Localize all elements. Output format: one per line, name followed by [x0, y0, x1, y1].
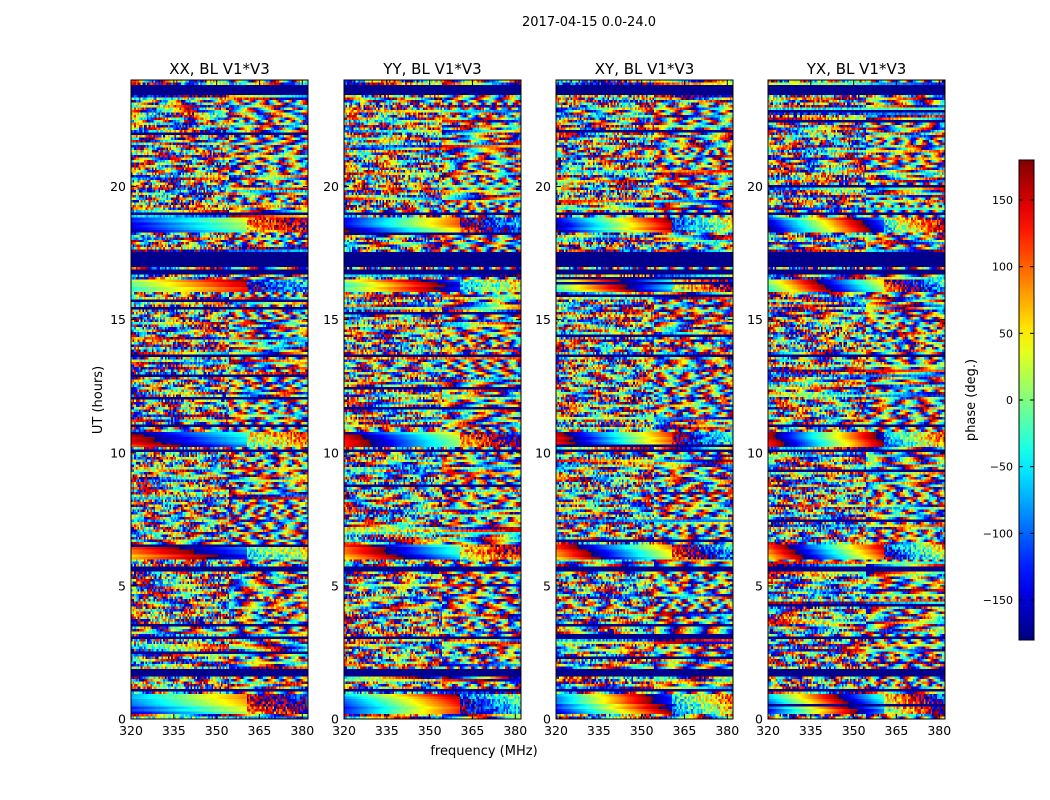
y-axis-label: UT (hours): [91, 366, 106, 434]
panel-frame: [130, 79, 309, 720]
panel-frame: [767, 79, 946, 720]
x-tick-label: 335: [162, 723, 186, 738]
x-tick-label: 320: [756, 723, 780, 738]
y-tick-label: 15: [535, 312, 551, 327]
colorbar-tick-label: 0: [1006, 394, 1013, 407]
x-tick-label: 350: [630, 723, 654, 738]
x-tick-label: 380: [927, 723, 951, 738]
x-tick-label: 350: [205, 723, 229, 738]
y-tick-label: 20: [323, 179, 339, 194]
colorbar-tick-label: 150: [992, 194, 1013, 207]
panel-title: XY, BL V1*V3: [595, 60, 695, 78]
phase-heatmap-image: [768, 80, 945, 719]
colorbar-tick-label: 100: [992, 261, 1013, 274]
x-tick-label: 320: [544, 723, 568, 738]
x-tick-label: 350: [842, 723, 866, 738]
x-tick-label: 365: [248, 723, 272, 738]
y-tick-label: 20: [110, 179, 126, 194]
y-tick-label: 5: [331, 578, 339, 593]
colorbar-tick-label: −150: [983, 594, 1013, 607]
colorbar: −150 −100 −50 0 50 100 150: [983, 159, 1035, 641]
colorbar-tick-label: −50: [990, 461, 1013, 474]
panel-title: XX, BL V1*V3: [169, 60, 270, 78]
x-tick-label: 380: [715, 723, 739, 738]
panel-1: XX, BL V1*V3 320 335 350 365 380 0 5 10 15 20: [110, 60, 314, 738]
x-tick-label: 350: [418, 723, 442, 738]
x-tick-label: 335: [799, 723, 823, 738]
x-tick-label: 335: [587, 723, 611, 738]
y-tick-label: 10: [323, 445, 339, 460]
x-tick-label: 320: [332, 723, 356, 738]
phase-heatmap-image: [344, 80, 521, 719]
y-tick-label: 5: [543, 578, 551, 593]
x-axis-label: frequency (MHz): [430, 744, 537, 759]
y-tick-label: 5: [755, 578, 763, 593]
y-tick-label: 10: [747, 445, 763, 460]
phase-heatmap-image: [556, 80, 733, 719]
x-tick-label: 365: [673, 723, 697, 738]
y-tick-label: 0: [331, 712, 339, 727]
y-tick-label: 20: [747, 179, 763, 194]
y-tick-label: 15: [747, 312, 763, 327]
x-tick-label: 365: [885, 723, 909, 738]
y-tick-label: 10: [535, 445, 551, 460]
x-tick-label: 380: [290, 723, 314, 738]
panel-frame: [343, 79, 522, 720]
y-tick-label: 10: [110, 445, 126, 460]
panel-frame: [555, 79, 734, 720]
x-tick-label: 380: [503, 723, 527, 738]
y-tick-label: 0: [118, 712, 126, 727]
y-tick-label: 0: [543, 712, 551, 727]
phase-heatmap-image: [131, 80, 308, 719]
panel-4: YX, BL V1*V3 320 335 350 365 380 0 5 10 15 20: [747, 60, 951, 738]
colorbar-tick-label: −100: [983, 527, 1013, 540]
y-tick-label: 15: [323, 312, 339, 327]
x-tick-label: 335: [375, 723, 399, 738]
x-tick-label: 320: [119, 723, 143, 738]
colorbar-tick-label: 50: [999, 327, 1013, 340]
colorbar-label: phase (deg.): [964, 359, 979, 441]
panel-2: YY, BL V1*V3 320 335 350 365 380 0 5 10 15 20: [323, 60, 527, 738]
y-tick-label: 15: [110, 312, 126, 327]
y-tick-label: 0: [755, 712, 763, 727]
y-tick-label: 20: [535, 179, 551, 194]
panel-title: YY, BL V1*V3: [382, 60, 481, 78]
panel-3: XY, BL V1*V3 320 335 350 365 380 0 5 10 15 20: [535, 60, 739, 738]
figure-suptitle: 2017-04-15 0.0-24.0: [522, 15, 656, 30]
y-tick-label: 5: [118, 578, 126, 593]
panel-title: YX, BL V1*V3: [806, 60, 907, 78]
x-tick-label: 365: [461, 723, 485, 738]
